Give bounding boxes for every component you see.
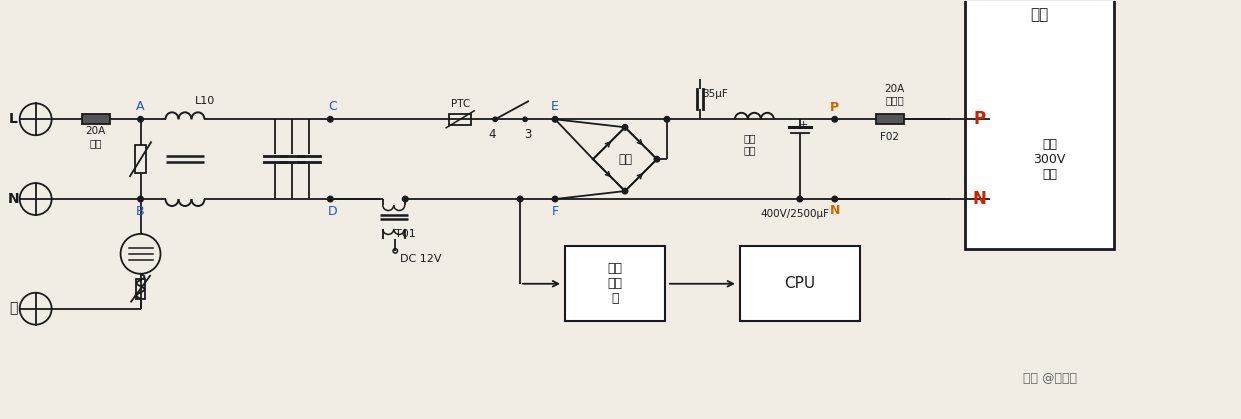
Text: DC 12V: DC 12V (401, 254, 442, 264)
Text: F: F (551, 205, 558, 218)
Bar (135, 145, 146, 173)
Bar (964, 0, 1114, 249)
Text: 400V/2500μF: 400V/2500μF (761, 209, 829, 219)
Circle shape (328, 196, 333, 202)
Bar (449, 114, 472, 125)
Bar (876, 114, 903, 124)
Circle shape (402, 196, 408, 202)
Circle shape (664, 116, 670, 122)
Circle shape (831, 196, 838, 202)
Circle shape (138, 116, 143, 122)
Bar (565, 246, 665, 321)
Text: 模块: 模块 (1030, 7, 1049, 22)
Text: 硅桥: 硅桥 (618, 153, 632, 166)
Text: N: N (829, 204, 840, 217)
Bar (137, 279, 145, 299)
Text: +: + (799, 120, 808, 130)
Text: 35μF: 35μF (702, 89, 727, 99)
Bar (740, 246, 860, 321)
Text: 3: 3 (525, 128, 532, 141)
Circle shape (517, 196, 522, 202)
Text: P: P (830, 101, 839, 114)
Circle shape (552, 116, 558, 122)
Circle shape (522, 117, 527, 122)
Text: 头条 @维修圈: 头条 @维修圈 (1023, 372, 1076, 385)
Text: 滤波
电感: 滤波 电感 (743, 133, 756, 155)
Circle shape (622, 188, 628, 194)
Text: N: N (973, 190, 987, 208)
Text: 20A
保险: 20A 保险 (86, 127, 105, 148)
Circle shape (654, 156, 660, 162)
Text: L: L (9, 112, 19, 126)
Text: 4: 4 (489, 128, 496, 141)
Text: N: N (7, 192, 20, 206)
Circle shape (138, 196, 143, 202)
Text: C: C (328, 100, 336, 113)
Text: 反相
驱动
器: 反相 驱动 器 (608, 262, 623, 305)
Text: 直流
300V
电压: 直流 300V 电压 (1034, 138, 1066, 181)
Text: A: A (137, 100, 145, 113)
Bar (82, 114, 109, 124)
Text: D: D (328, 205, 338, 218)
Text: T01: T01 (395, 229, 416, 239)
Text: P: P (973, 110, 985, 128)
Text: L10: L10 (195, 96, 216, 106)
Text: F02: F02 (880, 132, 900, 142)
Text: PTC: PTC (450, 99, 470, 109)
Circle shape (552, 196, 558, 202)
Text: 20A
保险管: 20A 保险管 (885, 83, 905, 105)
Circle shape (797, 196, 803, 202)
Text: B: B (137, 205, 145, 218)
Text: E: E (551, 100, 558, 113)
Circle shape (831, 116, 838, 122)
Text: CPU: CPU (784, 276, 815, 291)
Circle shape (493, 117, 498, 122)
Text: 地: 地 (10, 302, 17, 316)
Circle shape (328, 116, 333, 122)
Circle shape (622, 124, 628, 130)
